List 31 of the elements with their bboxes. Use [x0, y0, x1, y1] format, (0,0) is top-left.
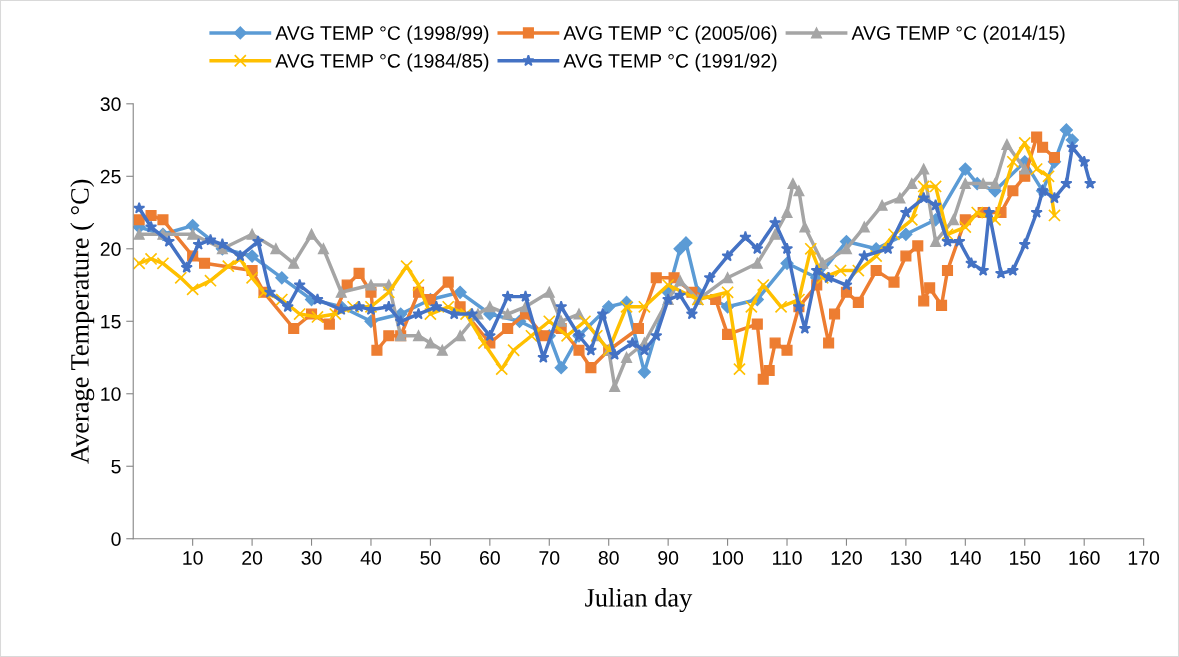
y-tick-label: 15: [101, 314, 121, 329]
x-tick-label: 10: [183, 551, 203, 565]
y-tick-label: 25: [100, 169, 121, 184]
y-tick-label: 30: [100, 97, 121, 112]
y-axis-title: Average Temperature ( °C): [70, 179, 95, 464]
x-tick-label: 40: [360, 551, 382, 565]
legend-label: AVG TEMP °C (1998/99): [275, 25, 489, 44]
x-tick-label: 130: [891, 551, 922, 565]
x-tick-label: 90: [658, 551, 679, 565]
y-tick-label: 5: [111, 459, 121, 474]
x-tick-label: 110: [773, 551, 802, 565]
x-tick-label: 70: [539, 551, 560, 565]
legend-label: AVG TEMP °C (1984/85): [275, 53, 489, 72]
legend-label: AVG TEMP °C (2005/06): [563, 25, 777, 44]
x-tick-label: 60: [480, 551, 500, 565]
y-tick-label: 10: [101, 387, 121, 401]
x-tick-label: 170: [1128, 551, 1160, 565]
x-tick-label: 140: [950, 551, 981, 565]
x-axis-title: Julian day: [585, 588, 693, 613]
x-tick-label: 80: [598, 551, 619, 565]
x-tick-label: 20: [242, 551, 263, 565]
x-tick-label: 150: [1010, 551, 1041, 565]
y-tick-label: 20: [100, 242, 121, 257]
x-tick-label: 160: [1069, 551, 1100, 565]
y-tick-label: 0: [111, 532, 121, 546]
legend-label: AVG TEMP °C (2014/15): [851, 25, 1065, 44]
x-tick-label: 120: [831, 551, 862, 565]
legend-label: AVG TEMP °C (1991/92): [563, 53, 777, 72]
x-tick-label: 30: [301, 551, 322, 565]
x-tick-label: 100: [712, 551, 744, 565]
x-tick-label: 50: [420, 551, 441, 565]
